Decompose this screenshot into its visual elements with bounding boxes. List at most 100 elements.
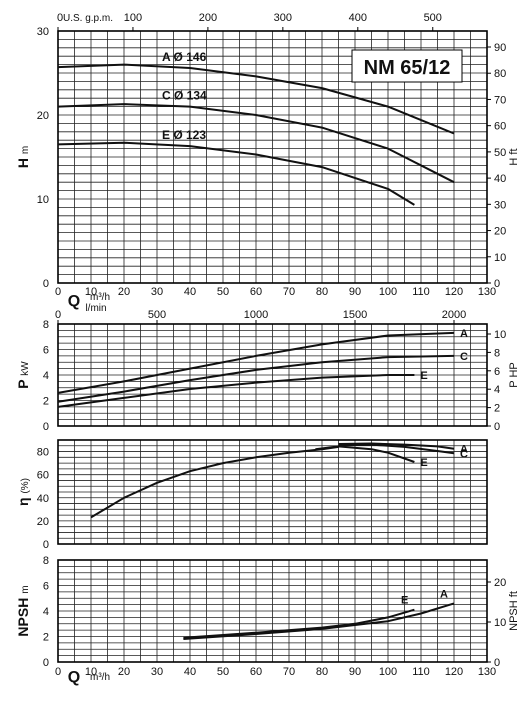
xtick-label-bottom: 60 xyxy=(250,666,262,678)
curve-efficiency-common xyxy=(90,445,339,519)
curve-label-A: A xyxy=(440,588,448,600)
ytick-label-npsh: 4 xyxy=(43,606,49,618)
curve-label-E: E xyxy=(420,370,427,382)
ytick-label-power: 6 xyxy=(43,345,49,357)
xtick-label-bottom: 130 xyxy=(478,666,496,678)
curve-label-C: C xyxy=(460,448,468,460)
xtick-label-bottom: 20 xyxy=(118,666,130,678)
x-axis-label-bottom: Q xyxy=(68,669,80,686)
lmin-tick-label: 1000 xyxy=(244,309,268,321)
gpm-tick-label: 100 xyxy=(124,12,142,24)
y2-axis-label-head: H ft xyxy=(508,148,520,165)
title-box xyxy=(351,49,463,83)
ytick-label-npsh: 8 xyxy=(43,555,49,567)
panel-frame-power xyxy=(57,323,488,427)
y2tick-label-head: 60 xyxy=(494,121,506,133)
curve-label-E: E xyxy=(420,457,427,469)
xtick-label-bottom: 40 xyxy=(184,666,196,678)
ytick-label-efficiency: 0 xyxy=(43,539,49,551)
y2tick-label-head: 80 xyxy=(494,68,506,80)
curve-head-E xyxy=(57,141,415,206)
curve-power-C xyxy=(57,354,455,403)
y2tick-label-head: 0 xyxy=(494,278,500,290)
xtick-label-mid: 80 xyxy=(316,286,328,298)
ytick-label-efficiency: 40 xyxy=(37,493,49,505)
y2tick-label-power: 0 xyxy=(494,421,500,433)
xtick-label-mid: 30 xyxy=(151,286,163,298)
gpm-tick-label: 300 xyxy=(274,12,292,24)
curve-label-A: A xyxy=(460,444,468,456)
lmin-axis-label: l/min xyxy=(85,303,106,314)
y2tick-label-power: 4 xyxy=(494,384,500,396)
curves-layer xyxy=(57,63,455,640)
curve-label-E: E xyxy=(401,595,408,607)
ytick-label-efficiency: 20 xyxy=(37,516,49,528)
y2tick-label-head: 30 xyxy=(494,199,506,211)
curve-power-A xyxy=(57,331,455,394)
xtick-label-mid: 110 xyxy=(412,286,430,298)
ytick-label-head: 0 xyxy=(43,278,49,290)
xtick-label-mid: 0 xyxy=(55,286,61,298)
curve-power-E xyxy=(57,374,415,408)
curve-label-A: A Ø 146 xyxy=(162,50,207,64)
curve-label-C: C xyxy=(460,351,468,363)
ytick-label-power: 8 xyxy=(43,319,49,331)
y-axis-label-head: H m xyxy=(15,146,31,168)
xtick-label-bottom: 0 xyxy=(55,666,61,678)
gpm-tick-label: 0 xyxy=(57,12,63,24)
xtick-label-mid: 100 xyxy=(379,286,397,298)
y2tick-label-power: 2 xyxy=(494,403,500,415)
lmin-tick-label: 2000 xyxy=(442,309,466,321)
curve-head-A xyxy=(57,63,455,135)
y2tick-label-head: 90 xyxy=(494,42,506,54)
curve-npsh-A xyxy=(183,602,455,640)
curve-npsh-E xyxy=(183,608,415,639)
y-axis-label-npsh: NPSH m xyxy=(15,585,31,636)
xtick-label-mid: 40 xyxy=(184,286,196,298)
curve-efficiency-C xyxy=(338,443,455,455)
chart-title: NM 65/12 xyxy=(364,57,451,79)
gpm-axis-label: U.S. g.p.m. xyxy=(63,13,113,24)
y2tick-label-head: 70 xyxy=(494,94,506,106)
xtick-label-bottom: 110 xyxy=(412,666,430,678)
y2tick-label-head: 10 xyxy=(494,252,506,264)
y2tick-label-npsh: 0 xyxy=(494,657,500,669)
panel-frame-efficiency xyxy=(57,439,488,545)
y2tick-label-head: 50 xyxy=(494,147,506,159)
gpm-tick-label: 400 xyxy=(349,12,367,24)
panel-frame-head xyxy=(57,30,488,284)
ytick-label-power: 2 xyxy=(43,396,49,408)
y2tick-label-head: 40 xyxy=(494,173,506,185)
ytick-label-efficiency: 80 xyxy=(37,447,49,459)
xtick-label-mid: 60 xyxy=(250,286,262,298)
y2tick-label-npsh: 10 xyxy=(494,617,506,629)
y2tick-label-power: 6 xyxy=(494,366,500,378)
lmin-tick-label: 0 xyxy=(55,309,61,321)
gpm-tick-label: 500 xyxy=(424,12,442,24)
xtick-label-bottom: 120 xyxy=(445,666,463,678)
x-axis-label-mid: Q xyxy=(68,293,80,310)
xtick-label-mid: 10 xyxy=(85,286,97,298)
y2-axis-label-power: P HP xyxy=(508,362,520,387)
gpm-tick-label: 200 xyxy=(199,12,217,24)
curve-head-C xyxy=(57,103,455,184)
x-axis-unit-mid: m³/h xyxy=(90,292,110,303)
ytick-label-head: 10 xyxy=(37,194,49,206)
ytick-label-power: 0 xyxy=(43,421,49,433)
xtick-label-mid: 90 xyxy=(349,286,361,298)
y2tick-label-power: 10 xyxy=(494,329,506,341)
y2-axis-label-npsh: NPSH ft xyxy=(508,591,520,631)
ytick-label-head: 20 xyxy=(37,110,49,122)
xtick-label-mid: 70 xyxy=(283,286,295,298)
xtick-label-bottom: 90 xyxy=(349,666,361,678)
xtick-label-bottom: 50 xyxy=(217,666,229,678)
curve-label-E: E Ø 123 xyxy=(162,128,206,142)
ytick-label-npsh: 6 xyxy=(43,581,49,593)
xtick-label-bottom: 70 xyxy=(283,666,295,678)
xtick-label-mid: 20 xyxy=(118,286,130,298)
ytick-label-npsh: 0 xyxy=(43,657,49,669)
curve-label-A: A xyxy=(460,328,468,340)
xtick-label-bottom: 10 xyxy=(85,666,97,678)
